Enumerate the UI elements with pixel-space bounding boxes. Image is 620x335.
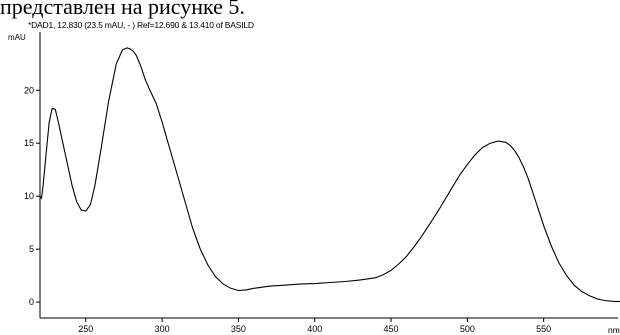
x-tick-label: 500 (460, 324, 475, 334)
caption-line: представлен на рисунке 5. (0, 0, 245, 19)
y-tick-label: 10 (24, 191, 34, 201)
y-tick-label: 0 (29, 297, 34, 307)
y-tick-label: 5 (29, 244, 34, 254)
y-axis-label: mAU (8, 33, 26, 42)
x-tick-label: 450 (384, 324, 399, 334)
chart-title: *DAD1, 12.830 (23.5 mAU, - ) Ref=12.690 … (28, 20, 254, 30)
x-ticks: 250 300 350 400 450 500 550 (78, 318, 551, 334)
x-tick-label: 300 (155, 324, 170, 334)
x-tick-label: 550 (536, 324, 551, 334)
y-tick-label: 20 (24, 85, 34, 95)
y-tick-label: 15 (24, 138, 34, 148)
absorbance-spectrum-line (39, 47, 620, 303)
x-axis-label: nm (608, 325, 620, 335)
y-ticks: 0 5 10 15 20 (24, 85, 40, 307)
x-tick-label: 400 (307, 324, 322, 334)
x-tick-label: 350 (231, 324, 246, 334)
x-tick-label: 250 (78, 324, 93, 334)
